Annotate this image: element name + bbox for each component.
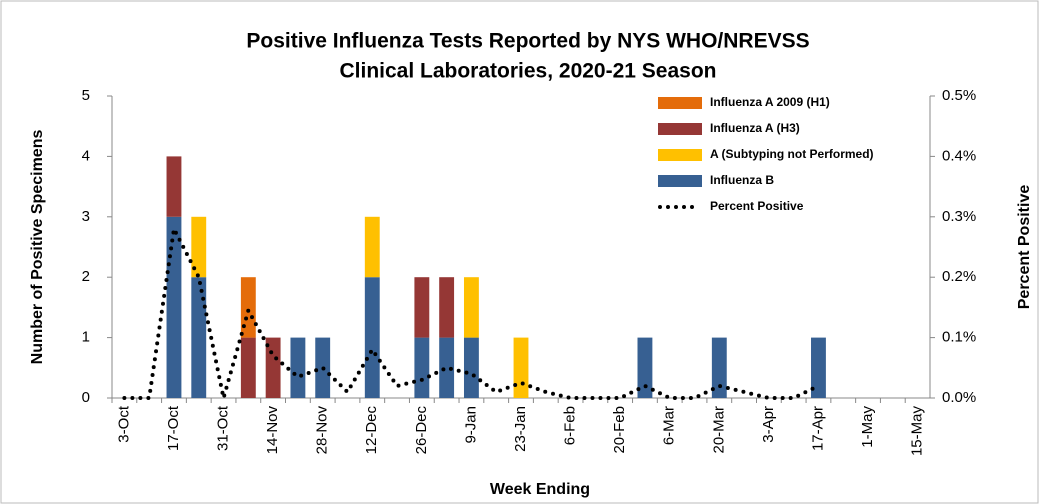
x-tick-label: 17-Apr xyxy=(809,406,826,451)
x-tick-label: 3-Apr xyxy=(760,406,777,443)
bar xyxy=(414,337,430,398)
x-tick-label: 15-May xyxy=(909,406,926,457)
x-tick-label: 1-May xyxy=(859,406,876,448)
bar xyxy=(463,277,479,338)
legend-swatch xyxy=(658,123,702,135)
legend-label: Influenza A (H3) xyxy=(710,121,800,135)
bar xyxy=(240,277,256,338)
bar xyxy=(439,277,455,338)
legend-swatch xyxy=(658,97,702,109)
y-axis-title: Number of Positive Specimens xyxy=(29,130,46,365)
bar xyxy=(364,216,380,278)
bar xyxy=(637,337,653,398)
bar xyxy=(439,337,455,398)
y-tick-label: 5 xyxy=(82,87,90,104)
x-axis-title: Week Ending xyxy=(490,481,590,498)
y-tick-label: 1 xyxy=(82,329,90,346)
y2-tick-label: 0.0% xyxy=(942,389,976,406)
x-tick-label: 17-Oct xyxy=(165,405,182,451)
x-tick-label: 9-Jan xyxy=(462,406,479,444)
bar xyxy=(191,216,207,278)
x-tick-label: 26-Dec xyxy=(413,406,430,455)
bar xyxy=(811,337,826,398)
bar xyxy=(240,337,256,398)
x-tick-label: 20-Feb xyxy=(611,406,628,454)
x-tick-label: 31-Oct xyxy=(215,405,232,451)
y2-tick-label: 0.2% xyxy=(942,268,976,285)
x-tick-label: 14-Nov xyxy=(264,406,281,455)
y2-tick-label: 0.1% xyxy=(942,329,976,346)
y-tick-label: 4 xyxy=(82,147,90,164)
legend-swatch xyxy=(658,149,702,161)
y2-tick-label: 0.4% xyxy=(942,147,976,164)
x-tick-label: 6-Feb xyxy=(562,406,579,445)
y-tick-label: 3 xyxy=(82,208,90,225)
y-tick-label: 0 xyxy=(82,389,90,406)
x-tick-label: 6-Mar xyxy=(661,406,678,445)
legend-label: Influenza A 2009 (H1) xyxy=(710,95,830,109)
legend-swatch xyxy=(658,175,702,187)
legend-label: Percent Positive xyxy=(710,199,804,213)
x-tick-label: 3-Oct xyxy=(115,405,132,443)
bar xyxy=(166,156,182,217)
bar xyxy=(513,337,529,398)
legend-label: A (Subtyping not Performed) xyxy=(710,147,874,161)
bar xyxy=(290,337,306,398)
bar xyxy=(166,216,182,398)
bar xyxy=(364,277,380,398)
bar xyxy=(191,277,207,398)
x-tick-label: 28-Nov xyxy=(314,406,331,455)
y-tick-label: 2 xyxy=(82,268,90,285)
bar xyxy=(414,277,430,338)
x-tick-label: 12-Dec xyxy=(363,406,380,455)
bar xyxy=(711,337,727,398)
x-tick-label: 23-Jan xyxy=(512,406,529,452)
chart-title: Clinical Laboratories, 2020-21 Season xyxy=(340,60,717,83)
bar xyxy=(463,337,479,398)
chart-title: Positive Influenza Tests Reported by NYS… xyxy=(246,30,809,53)
legend-label: Influenza B xyxy=(710,173,774,187)
y2-tick-label: 0.5% xyxy=(942,87,976,104)
y2-axis-title: Percent Positive xyxy=(1016,185,1033,310)
x-tick-label: 20-Mar xyxy=(710,406,727,454)
y2-tick-label: 0.3% xyxy=(942,208,976,225)
